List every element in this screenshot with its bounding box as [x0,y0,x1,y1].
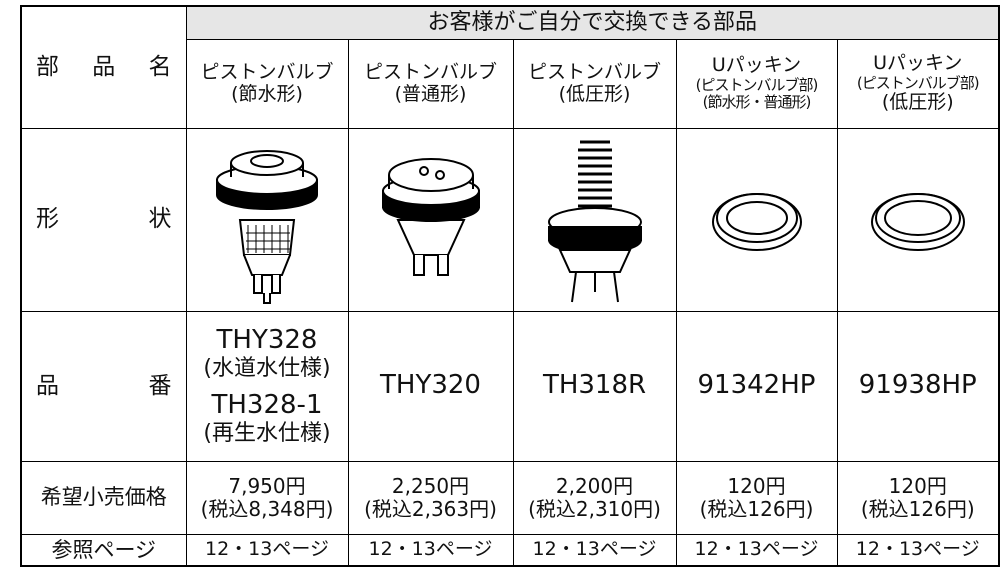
shape-cell [347,127,514,312]
price: 7,950円 (税込8,348円) [185,460,349,535]
shape-cell [836,127,1000,312]
group-header: お客様がご自分で交換できる部品 [185,5,1000,40]
price: 120円 (税込126円) [675,460,838,535]
part-name: ピストンバルブ (普通形) [347,38,514,129]
shape-cell [185,127,349,312]
piston-valve-illustration [216,149,318,304]
part-number: 91342HP [675,310,838,462]
reference-page: 12・13ページ [675,533,838,567]
shape-cell [675,127,838,312]
shape-cell [512,127,677,312]
part-name: ピストンバルブ (節水形) [185,38,349,129]
row-label: 部品名 [20,5,187,129]
part-number: TH318R [512,310,677,462]
row-label: 品番 [20,310,187,462]
reference-page: 12・13ページ [185,533,349,567]
row-label: 参照ページ [20,533,187,567]
part-name: ピストンバルブ (低圧形) [512,38,677,129]
row-label: 形状 [20,127,187,312]
reference-page: 12・13ページ [347,533,514,567]
piston-valve-illustration [547,140,642,303]
price: 2,200円 (税込2,310円) [512,460,677,535]
packing-illustration [711,192,802,251]
part-number: THY328 (水道水仕様) TH328-1 (再生水仕様) [185,310,349,462]
price: 2,250円 (税込2,363円) [347,460,514,535]
parts-table: 部品名 お客様がご自分で交換できる部品 ピストンバルブ (節水形) ピストンバルブ… [20,5,1000,567]
packing-illustration [870,192,965,251]
reference-page: 12・13ページ [836,533,1000,567]
part-number: 91938HP [836,310,1000,462]
price: 120円 (税込126円) [836,460,1000,535]
row-label: 希望小売価格 [20,460,187,535]
part-number: THY320 [347,310,514,462]
reference-page: 12・13ページ [512,533,677,567]
part-name: Uパッキン (ピストンバルブ部) (節水形・普通形) [675,38,838,129]
part-name: Uパッキン (ピストンバルブ部) (低圧形) [836,38,1000,129]
piston-valve-illustration [381,157,480,276]
